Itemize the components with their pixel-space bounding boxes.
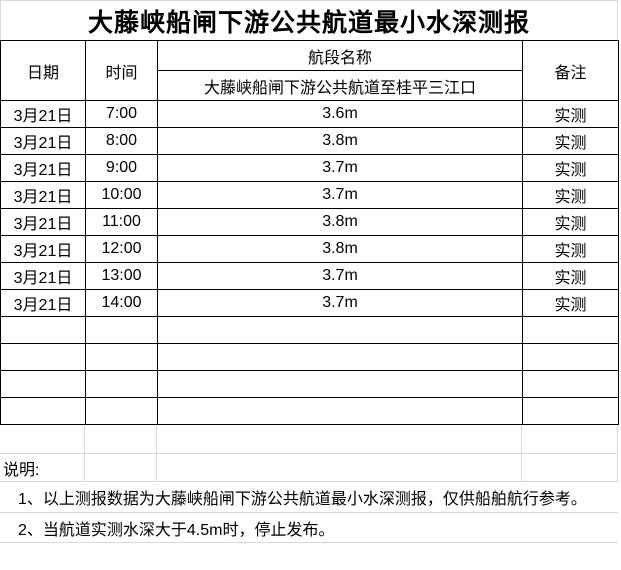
- depth-cell: 3.8m: [157, 127, 523, 155]
- remark-cell: 实测: [522, 235, 619, 263]
- remark-cell: 实测: [522, 262, 619, 290]
- time-cell: 12:00: [85, 235, 158, 263]
- table-row: 3月21日 13:00 3.7m 实测: [0, 262, 619, 290]
- header-row: 日期 时间 航段名称 备注: [0, 40, 619, 101]
- table-row: 3月21日 12:00 3.8m 实测: [0, 235, 619, 263]
- time-column-header: 时间: [85, 40, 158, 101]
- time-cell: [85, 343, 158, 371]
- page-title: 大藤峡船闸下游公共航道最小水深测报: [0, 0, 618, 40]
- date-cell: 3月21日: [0, 289, 86, 317]
- remark-cell: [522, 397, 619, 425]
- depth-cell: [157, 370, 523, 398]
- date-cell: [0, 316, 86, 344]
- table-row: 3月21日 10:00 3.7m 实测: [0, 181, 619, 209]
- time-cell: [85, 397, 158, 425]
- remark-column-header: 备注: [522, 40, 619, 101]
- date-cell: 3月21日: [0, 181, 86, 209]
- time-cell: [85, 370, 158, 398]
- time-cell: 9:00: [85, 154, 158, 182]
- date-cell: 3月21日: [0, 235, 86, 263]
- time-cell: 11:00: [85, 208, 158, 236]
- table-row-empty: [0, 343, 619, 371]
- section-value-header: 大藤峡船闸下游公共航道至桂平三江口: [157, 70, 523, 101]
- spacer-row: [0, 425, 618, 454]
- note-item: 1、以上测报数据为大藤峡船闸下游公共航道最小水深测报，仅供船舶航行参考。: [0, 482, 618, 513]
- time-cell: [85, 316, 158, 344]
- notes-label: 说明:: [0, 454, 85, 481]
- header-subrow: 大藤峡船闸下游公共航道至桂平三江口: [1, 70, 619, 101]
- note-item: 2、当航道实测水深大于4.5m时，停止发布。: [0, 513, 618, 543]
- date-cell: 3月21日: [0, 127, 86, 155]
- depth-cell: 3.8m: [157, 208, 523, 236]
- remark-cell: [522, 316, 619, 344]
- depth-cell: 3.7m: [157, 181, 523, 209]
- table-row: 3月21日 14:00 3.7m 实测: [0, 289, 619, 317]
- date-cell: 3月21日: [0, 262, 86, 290]
- remark-cell: 实测: [522, 154, 619, 182]
- depth-cell: 3.6m: [157, 100, 523, 128]
- water-depth-table: 日期 时间 航段名称 备注 大藤峡船闸下游公共航道至桂平三江口 3月21日 7:…: [0, 40, 619, 425]
- table-row-empty: [0, 397, 619, 425]
- section-name-header: 航段名称: [157, 40, 523, 71]
- notes-label-row: 说明:: [0, 454, 618, 482]
- time-cell: 13:00: [85, 262, 158, 290]
- date-cell: [0, 370, 86, 398]
- table-row: 3月21日 7:00 3.6m 实测: [0, 100, 619, 128]
- date-cell: 3月21日: [0, 100, 86, 128]
- remark-cell: [522, 343, 619, 371]
- remark-cell: 实测: [522, 127, 619, 155]
- depth-cell: 3.7m: [157, 154, 523, 182]
- remark-cell: [522, 370, 619, 398]
- depth-cell: 3.7m: [157, 262, 523, 290]
- depth-cell: [157, 397, 523, 425]
- remark-cell: 实测: [522, 208, 619, 236]
- table-row: 3月21日 9:00 3.7m 实测: [0, 154, 619, 182]
- table-row-empty: [0, 370, 619, 398]
- table-row: 3月21日 11:00 3.8m 实测: [0, 208, 619, 236]
- date-cell: 3月21日: [0, 154, 86, 182]
- depth-cell: [157, 343, 523, 371]
- date-cell: [0, 397, 86, 425]
- depth-cell: 3.7m: [157, 289, 523, 317]
- depth-cell: 3.8m: [157, 235, 523, 263]
- depth-cell: [157, 316, 523, 344]
- remark-cell: 实测: [522, 289, 619, 317]
- remark-cell: 实测: [522, 100, 619, 128]
- table-row-empty: [0, 316, 619, 344]
- date-cell: 3月21日: [0, 208, 86, 236]
- table-row: 3月21日 8:00 3.8m 实测: [0, 127, 619, 155]
- time-cell: 8:00: [85, 127, 158, 155]
- date-cell: [0, 343, 86, 371]
- date-column-header: 日期: [0, 40, 86, 101]
- time-cell: 14:00: [85, 289, 158, 317]
- remark-cell: 实测: [522, 181, 619, 209]
- time-cell: 10:00: [85, 181, 158, 209]
- time-cell: 7:00: [85, 100, 158, 128]
